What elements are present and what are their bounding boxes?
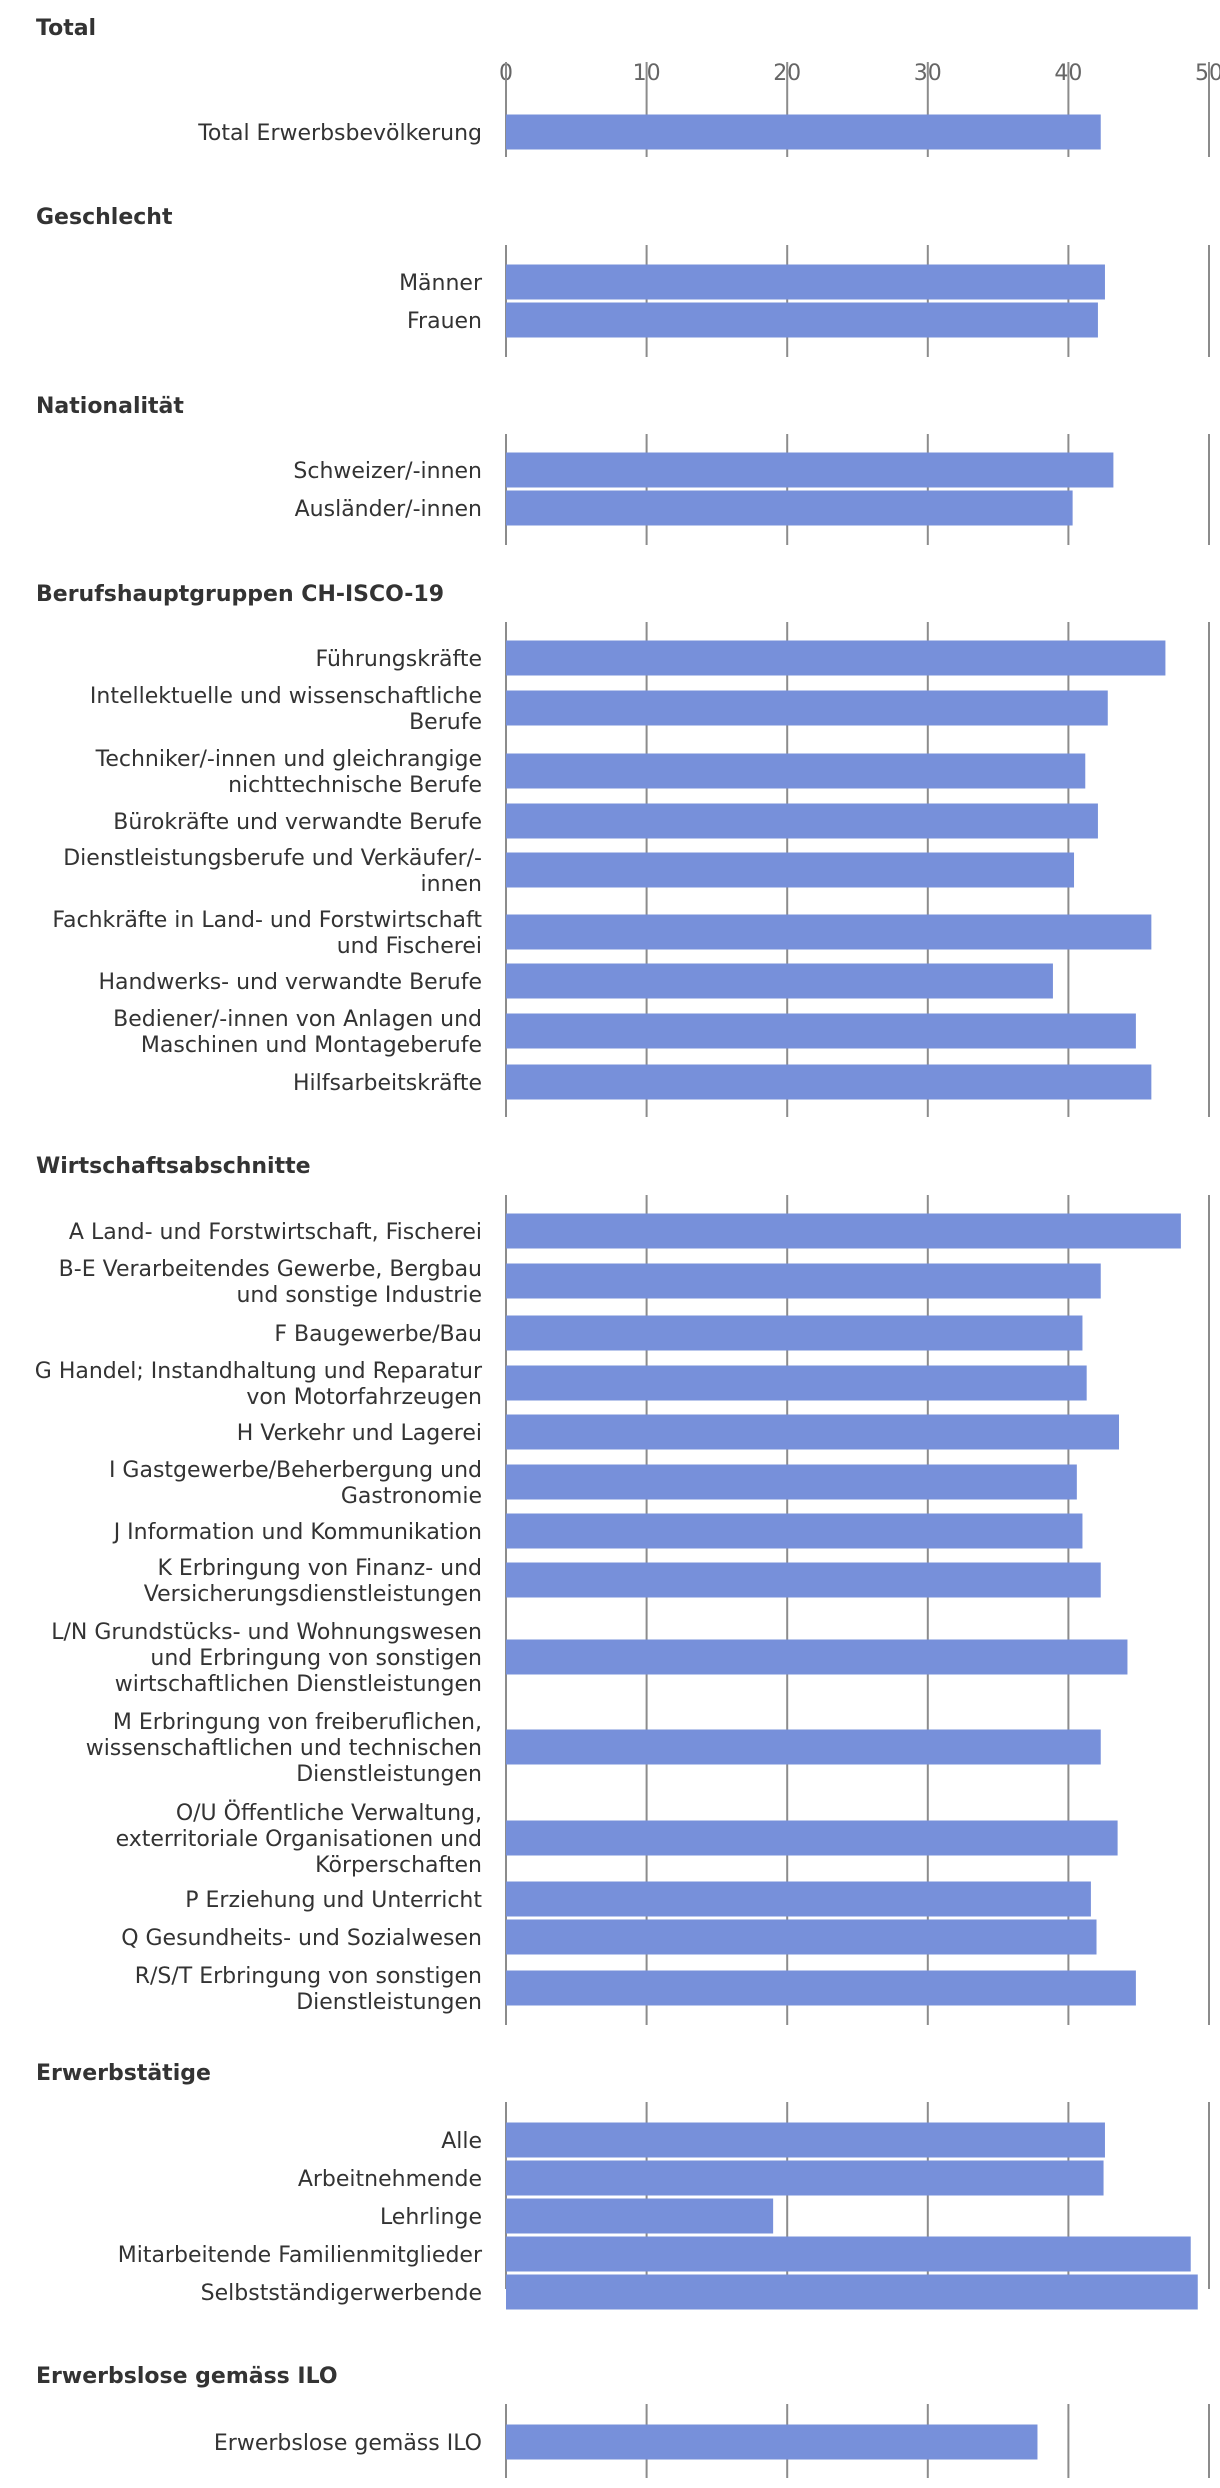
category-label: Dienstleistungen [296, 1990, 482, 2015]
category-label: K Erbringung von Finanz- und [157, 1556, 482, 1581]
bar [506, 1315, 1083, 1351]
bar [506, 1970, 1136, 2006]
category-label: Versicherungsdienstleistungen [144, 1582, 482, 1607]
bar [506, 1639, 1128, 1675]
section-title: Nationalität [36, 394, 184, 419]
bar [506, 1064, 1152, 1100]
section-title: Geschlecht [36, 205, 173, 230]
category-label: F Baugewerbe/Bau [274, 1322, 482, 1347]
bar [506, 963, 1053, 999]
category-label: Männer [399, 271, 483, 296]
category-label: Dienstleistungen [296, 1762, 482, 1787]
category-label: und Erbringung von sonstigen [150, 1646, 482, 1671]
category-label: Dienstleistungsberufe und Verkäufer/- [63, 846, 482, 871]
category-label: innen [421, 872, 482, 897]
category-label: und Fischerei [337, 934, 482, 959]
category-label: Ausländer/-innen [295, 497, 482, 522]
bar [506, 2160, 1104, 2196]
bar [506, 1213, 1181, 1249]
category-label: R/S/T Erbringung von sonstigen [135, 1964, 482, 1989]
category-label: Frauen [407, 309, 482, 334]
category-label: G Handel; Instandhaltung und Reparatur [35, 1359, 483, 1384]
category-label: J Information und Kommunikation [112, 1520, 482, 1545]
category-label: Mitarbeitende Familienmitglieder [118, 2243, 483, 2268]
bar [506, 1464, 1077, 1500]
category-label: L/N Grundstücks- und Wohnungswesen [51, 1620, 482, 1645]
category-label: M Erbringung von freiberuflichen, [113, 1710, 482, 1735]
category-label: Gastronomie [341, 1484, 482, 1509]
bar [506, 1820, 1118, 1856]
x-tick-label: 50 [1195, 61, 1220, 86]
category-label: wissenschaftlichen und technischen [86, 1736, 482, 1761]
section-title: Erwerbstätige [36, 2061, 211, 2086]
category-label: Bürokräfte und verwandte Berufe [113, 810, 482, 835]
category-label: B-E Verarbeitendes Gewerbe, Bergbau [59, 1257, 482, 1282]
category-label: von Motorfahrzeugen [246, 1385, 482, 1410]
category-label: Alle [441, 2129, 482, 2154]
category-label: Lehrlinge [380, 2205, 482, 2230]
category-label: Schweizer/-innen [293, 459, 482, 484]
bar [506, 852, 1075, 888]
category-label: A Land- und Forstwirtschaft, Fischerei [69, 1220, 482, 1245]
bar [506, 2236, 1191, 2272]
bar [506, 753, 1086, 789]
category-label: Führungskräfte [316, 647, 482, 672]
category-label: exterritoriale Organisationen und [116, 1827, 482, 1852]
category-label: Hilfsarbeitskräfte [293, 1071, 482, 1096]
category-label: Total Erwerbsbevölkerung [197, 121, 482, 146]
category-label: wirtschaftlichen Dienstleistungen [115, 1672, 482, 1697]
bar [506, 1263, 1101, 1299]
category-label: Bediener/-innen von Anlagen und [113, 1007, 482, 1032]
category-label: nichttechnische Berufe [228, 773, 482, 798]
bar [506, 1414, 1120, 1450]
bar [506, 690, 1108, 726]
category-label: P Erziehung und Unterricht [185, 1888, 482, 1913]
bar [506, 302, 1098, 338]
category-label: Arbeitnehmende [298, 2167, 482, 2192]
category-label: Q Gesundheits- und Sozialwesen [121, 1926, 482, 1951]
bar [506, 490, 1073, 526]
category-label: H Verkehr und Lagerei [237, 1421, 482, 1446]
category-label: I Gastgewerbe/Beherbergung und [109, 1458, 482, 1483]
bar [506, 114, 1101, 150]
category-label: Techniker/-innen und gleichrangige [95, 747, 482, 772]
category-label: Maschinen und Montageberufe [141, 1033, 482, 1058]
section-title: Wirtschaftsabschnitte [36, 1154, 311, 1179]
bar [506, 1729, 1101, 1765]
category-label: Erwerbslose gemäss ILO [214, 2431, 482, 2456]
bar [506, 2122, 1105, 2158]
category-label: Fachkräfte in Land- und Forstwirtschaft [52, 908, 482, 933]
bar [506, 1881, 1091, 1917]
category-label: und sonstige Industrie [236, 1283, 482, 1308]
bar [506, 2274, 1198, 2310]
bar [506, 2424, 1038, 2460]
bar [506, 640, 1166, 676]
category-label: Körperschaften [315, 1853, 482, 1878]
bar [506, 1513, 1083, 1549]
bar [506, 1562, 1101, 1598]
bar [506, 803, 1098, 839]
bar [506, 1919, 1097, 1955]
category-label: O/U Öffentliche Verwaltung, [176, 1800, 482, 1826]
category-label: Selbstständigerwerbende [201, 2281, 482, 2306]
section-title: Berufshauptgruppen CH-ISCO-19 [36, 582, 444, 607]
bar [506, 1365, 1087, 1401]
bar [506, 452, 1114, 488]
bar [506, 914, 1152, 950]
bar [506, 1013, 1136, 1049]
section-title: Erwerbslose gemäss ILO [36, 2364, 338, 2389]
section-title: Total [36, 16, 96, 41]
category-label: Intellektuelle und wissenschaftliche [90, 684, 482, 709]
bar [506, 264, 1105, 300]
category-label: Berufe [409, 710, 482, 735]
category-label: Handwerks- und verwandte Berufe [98, 970, 482, 995]
bar [506, 2198, 774, 2234]
